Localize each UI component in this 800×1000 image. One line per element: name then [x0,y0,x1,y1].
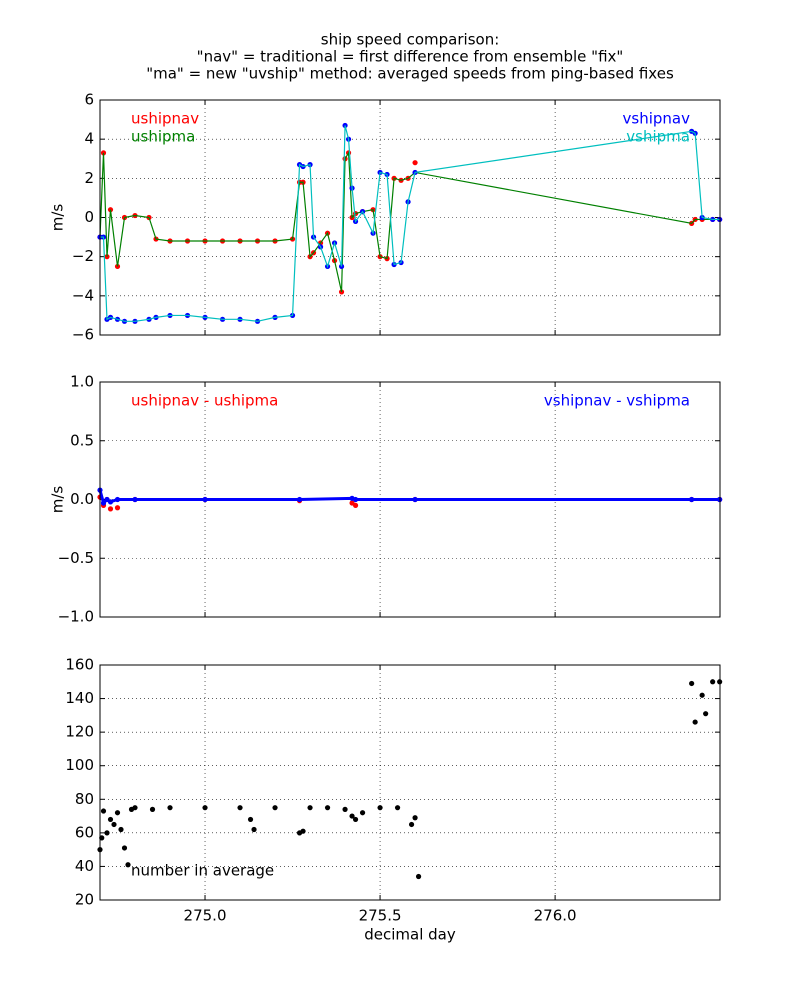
x-tick-label: 276.0 [534,907,577,925]
data-point [349,813,355,819]
y-tick-label: −4 [72,286,94,304]
data-point [237,805,243,811]
legend-label: vshipnav [623,110,691,128]
data-point [247,816,254,823]
legend-label: ushipma [131,128,195,146]
plot-frame [99,664,721,901]
legend-label: vshipnav - vshipma [544,392,690,410]
series-line [99,150,720,293]
data-point [296,496,303,503]
data-point [699,692,705,698]
data-point [412,815,418,821]
y-tick-label: 1.0 [70,373,94,391]
data-point [100,500,107,506]
y-tick-label: 20 [75,891,94,909]
data-point [359,810,366,816]
x-axis-label: decimal day [364,926,456,944]
legend-label: vshipma [626,128,690,146]
y-tick-label: 0.5 [70,431,94,449]
data-point [121,845,128,851]
data-point [114,496,121,503]
x-tick-label: 275.0 [184,907,227,925]
data-point [689,496,695,503]
plot-frame [99,99,721,336]
data-point [111,821,117,828]
x-tick-label: 275.5 [359,907,402,925]
data-point [352,502,359,508]
y-axis-label: m/s [49,486,67,514]
y-tick-label: 2 [84,169,94,187]
y-tick-label: 6 [84,91,94,109]
chart-title: "nav" = traditional = first difference f… [197,48,624,66]
data-point [251,826,257,833]
y-tick-label: 40 [75,857,94,875]
y-tick-label: 140 [65,689,94,707]
data-point [149,806,156,812]
data-point [125,862,131,868]
data-point [415,873,422,880]
data-point [167,805,173,811]
data-point [100,808,107,814]
data-point [377,805,383,811]
data-point [107,816,114,823]
data-point [272,805,278,811]
plot-frame [99,381,721,618]
y-tick-label: 60 [75,823,94,841]
y-tick-label: −6 [72,326,94,344]
y-tick-label: 160 [65,656,94,674]
data-point [300,828,306,834]
data-point [689,680,695,687]
y-tick-label: 0 [84,208,94,226]
y-axis-label: m/s [49,204,67,232]
data-point [352,816,359,823]
y-tick-label: −0.5 [58,549,94,567]
data-point [107,506,114,512]
data-point [692,719,698,725]
data-point [394,805,401,811]
series-line [98,489,720,506]
data-point [132,805,138,811]
data-point [307,805,313,811]
data-point [114,810,121,816]
series-line [100,125,720,322]
y-tick-label: 0.0 [70,490,94,508]
y-tick-label: −1.0 [58,608,94,626]
data-point [202,805,208,811]
chart-title: "ma" = new "uvship" method: averaged spe… [146,65,674,83]
y-tick-label: −2 [72,247,94,265]
y-tick-label: 80 [75,790,94,808]
chart-title: ship speed comparison: [321,31,500,49]
data-point [412,160,418,166]
legend-label: ushipnav [131,110,199,128]
data-point [352,496,359,503]
y-tick-label: 120 [65,723,94,741]
legend-label: ushipnav - ushipma [131,392,278,410]
data-point [118,826,124,833]
data-point [132,496,138,503]
y-tick-label: 100 [65,756,94,774]
data-point [324,805,331,811]
y-tick-label: 4 [84,130,94,148]
annotation: number in average [131,862,274,880]
data-point [342,806,348,812]
data-point [104,830,110,836]
data-point [412,496,418,503]
data-point [114,505,121,511]
data-point [107,499,114,505]
data-point [710,679,716,685]
data-point [703,711,709,717]
data-point [202,496,208,503]
data-point [408,821,415,828]
